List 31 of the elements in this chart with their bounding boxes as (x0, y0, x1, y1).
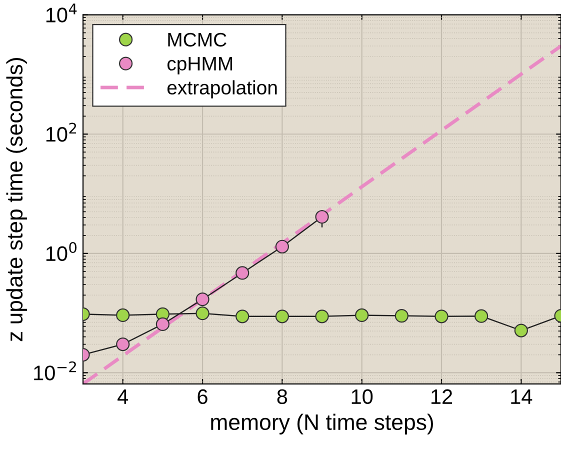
point (275, 310, 289, 324)
point (116, 308, 130, 322)
point (275, 240, 289, 254)
point (236, 266, 250, 280)
point (315, 210, 329, 224)
x-axis-title: memory (N time steps) (211, 414, 433, 434)
y-axis-title: z update step time (seconds) (6, 58, 27, 342)
legend-label: MCMC (168, 32, 226, 47)
point (394, 309, 408, 323)
x-tick-label: 14 (511, 390, 532, 404)
x-tick-label: 10 (352, 389, 373, 404)
x-tick-label: 4 (118, 390, 128, 404)
x-tick-label: 12 (432, 389, 452, 404)
point (315, 310, 329, 324)
y-tick-label: 10$^{0}$ (46, 242, 77, 262)
point (434, 310, 448, 324)
point (156, 317, 170, 332)
y-tick-label: 10$^{−2}$ (34, 361, 76, 380)
legend-label: cpHMM (167, 56, 232, 74)
x-tick-label: 6 (198, 389, 208, 404)
point (355, 308, 369, 322)
point (116, 337, 130, 352)
point (196, 306, 210, 320)
y-tick-label: 10$^{4}$ (46, 4, 77, 22)
point (474, 309, 488, 323)
point (196, 292, 210, 306)
point (236, 310, 250, 324)
legend-label: extrapolation (167, 80, 277, 98)
y-tick-label: 10$^{2}$ (46, 122, 76, 142)
point (514, 324, 528, 338)
x-tick-label: 8 (277, 389, 288, 404)
